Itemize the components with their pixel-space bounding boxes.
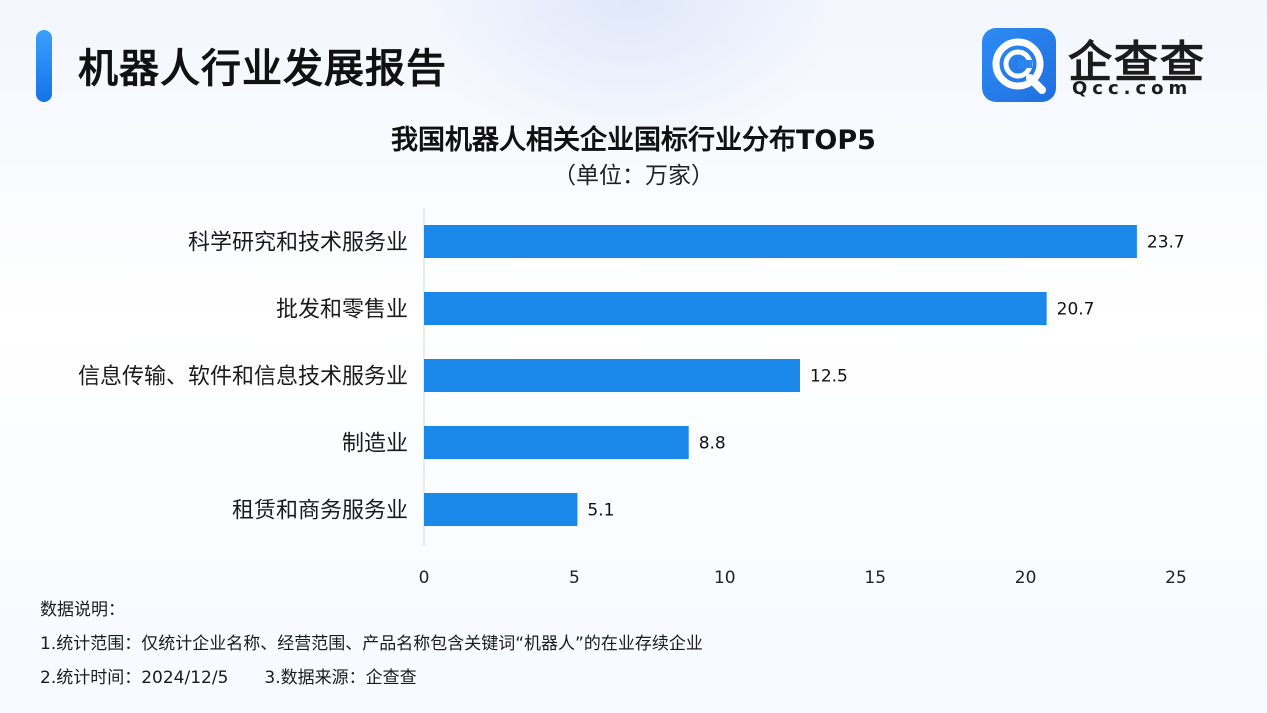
value-label: 5.1 xyxy=(587,501,614,521)
bar-chart: 科学研究和技术服务业 23.7 批发和零售业 20.7 信息传输、软件和信息技术服务业 1… xyxy=(78,208,1187,588)
bar xyxy=(424,292,1047,325)
category-label: 批发和零售业 xyxy=(276,298,408,323)
logo-name: 企查查 xyxy=(1068,37,1206,88)
x-tick-label: 20 xyxy=(1015,568,1037,588)
data-notes: 数据说明： 1.统计范围：仅统计企业名称、经营范围、产品名称包含关键词“机器人”… xyxy=(40,600,703,702)
x-tick-label: 0 xyxy=(419,568,430,588)
value-label: 20.7 xyxy=(1057,300,1095,320)
value-label: 8.8 xyxy=(699,434,726,454)
chart-title: 我国机器人相关企业国标行业分布TOP5 xyxy=(391,125,876,156)
notes-heading: 数据说明： xyxy=(40,600,125,620)
category-label: 信息传输、软件和信息技术服务业 xyxy=(78,365,408,390)
value-label: 12.5 xyxy=(810,367,848,387)
notes-time: 2.统计时间：2024/12/5 xyxy=(40,668,229,688)
bar xyxy=(424,225,1137,258)
category-label: 制造业 xyxy=(342,432,408,457)
logo-domain: Qcc.com xyxy=(1072,78,1193,99)
x-tick-label: 5 xyxy=(569,568,580,588)
magnifier-q-icon xyxy=(982,28,1056,102)
category-label: 科学研究和技术服务业 xyxy=(188,231,408,256)
notes-scope: 1.统计范围：仅统计企业名称、经营范围、产品名称包含关键词“机器人”的在业存续企… xyxy=(40,634,703,654)
bar xyxy=(424,493,578,526)
notes-time-source: 2.统计时间：2024/12/5 3.数据来源：企查查 xyxy=(40,668,703,702)
bar xyxy=(424,359,800,392)
qcc-logo: 企查查 Qcc.com xyxy=(982,28,1222,104)
report-title: 机器人行业发展报告 xyxy=(78,46,447,92)
value-label: 23.7 xyxy=(1147,233,1185,253)
chart-unit: （单位：万家） xyxy=(553,163,714,189)
bar xyxy=(424,426,689,459)
notes-source: 3.数据来源：企查查 xyxy=(264,668,417,688)
title-accent-bar xyxy=(36,30,52,102)
x-tick-label: 15 xyxy=(864,568,886,588)
category-label: 租赁和商务服务业 xyxy=(232,499,408,524)
x-tick-label: 10 xyxy=(714,568,736,588)
x-tick-label: 25 xyxy=(1165,568,1187,588)
